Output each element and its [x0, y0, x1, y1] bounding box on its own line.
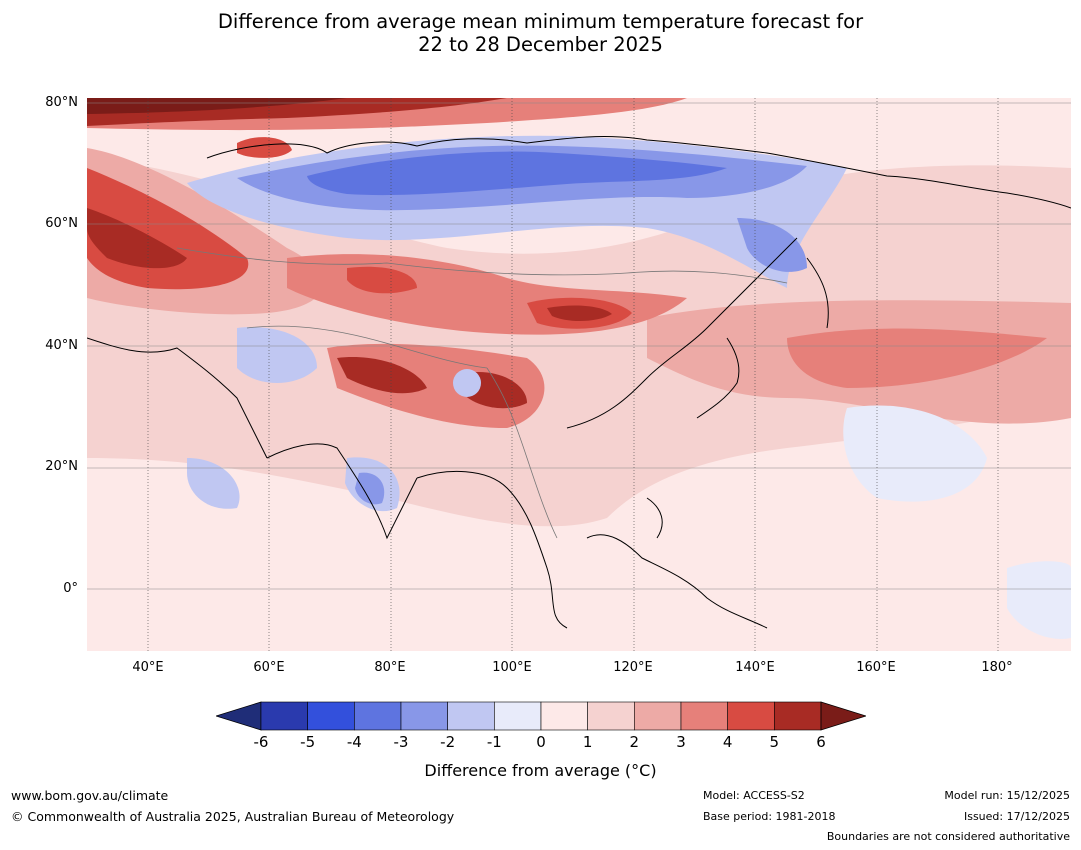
anomaly-region [87, 208, 187, 269]
forecast-map [86, 97, 1072, 652]
lon-label-40e: 40°E [132, 660, 164, 675]
colorbar-box [260, 701, 308, 731]
anomaly-region [237, 327, 317, 383]
anomaly-region [307, 151, 727, 196]
meridians [147, 98, 999, 651]
lon-label-180: 180° [981, 660, 1013, 675]
colorbar [214, 700, 868, 732]
anomaly-region [787, 328, 1047, 388]
lat-label-20n: 20°N [45, 459, 78, 474]
model-text: Model: ACCESS-S2 [703, 789, 805, 802]
colorbar-tick-label: -5 [300, 733, 316, 751]
lon-label-100e: 100°E [492, 660, 532, 675]
colorbar-extend-low [214, 701, 262, 731]
colorbar-tick-label: 1 [582, 733, 593, 751]
anomaly-region [1007, 561, 1071, 639]
colorbar-tick-label: 6 [816, 733, 826, 751]
lon-label-60e: 60°E [253, 660, 285, 675]
colorbar-tick-label: -1 [486, 733, 502, 751]
coastlines [87, 136, 1071, 629]
anomaly-region [547, 305, 612, 322]
colorbar-tick-label: -2 [440, 733, 456, 751]
lon-label-120e: 120°E [613, 660, 653, 675]
anomaly-region [237, 137, 292, 158]
colorbar-box [307, 701, 355, 731]
colorbar-box [634, 701, 682, 731]
colorbar-tick-label: 2 [629, 733, 640, 751]
anomaly-region [347, 266, 417, 294]
lon-label-80e: 80°E [374, 660, 406, 675]
colorbar-tick-label: -6 [253, 733, 269, 751]
colorbar-box [774, 701, 822, 731]
colorbar-box [680, 701, 728, 731]
colorbar-tick-label: -3 [393, 733, 409, 751]
copyright-text: © Commonwealth of Australia 2025, Austra… [11, 809, 455, 824]
borders [176, 247, 788, 539]
colorbar-tick-label: 3 [676, 733, 686, 751]
colorbar-box [354, 701, 402, 731]
lon-label-140e: 140°E [735, 660, 775, 675]
title-line-1: Difference from average mean minimum tem… [217, 10, 864, 33]
map-svg [87, 98, 1071, 651]
anomaly-region [187, 458, 240, 509]
colorbar-box [587, 701, 635, 731]
graticule [87, 102, 1071, 590]
anomaly-region [843, 405, 987, 502]
title-line-2: 22 to 28 December 2025 [418, 33, 663, 56]
anomaly-region [355, 472, 385, 505]
colorbar-box [447, 701, 495, 731]
colorbar-tick-label: -4 [346, 733, 362, 751]
anomaly-region [87, 98, 347, 114]
lat-label-60n: 60°N [45, 216, 78, 231]
base-period-text: Base period: 1981-2018 [703, 810, 836, 823]
anomaly-region [453, 369, 481, 397]
lat-label-40n: 40°N [45, 338, 78, 353]
lat-label-0: 0° [63, 581, 78, 596]
colorbar-tick-label: 4 [722, 733, 733, 751]
anomaly-region [337, 357, 427, 394]
website-link[interactable]: www.bom.gov.au/climate [11, 788, 169, 803]
colorbar-svg [214, 701, 868, 731]
lat-label-80n: 80°N [45, 95, 78, 110]
anomaly-region [737, 218, 807, 272]
colorbar-extend-high [820, 701, 868, 731]
lon-label-160e: 160°E [856, 660, 896, 675]
issued-text: Issued: 17/12/2025 [963, 810, 1070, 823]
colorbar-label: Difference from average (°C) [424, 761, 657, 780]
chart-title: Difference from average mean minimum tem… [0, 10, 1081, 56]
colorbar-box [400, 701, 448, 731]
colorbar-tick-label: 0 [536, 733, 546, 751]
colorbar-box [540, 701, 588, 731]
disclaimer-text: Boundaries are not considered authoritat… [826, 830, 1070, 843]
colorbar-tick-label: 5 [769, 733, 780, 751]
colorbar-box [727, 701, 775, 731]
model-run-text: Model run: 15/12/2025 [944, 789, 1070, 802]
anomaly-region [87, 158, 1071, 527]
colorbar-box [494, 701, 542, 731]
